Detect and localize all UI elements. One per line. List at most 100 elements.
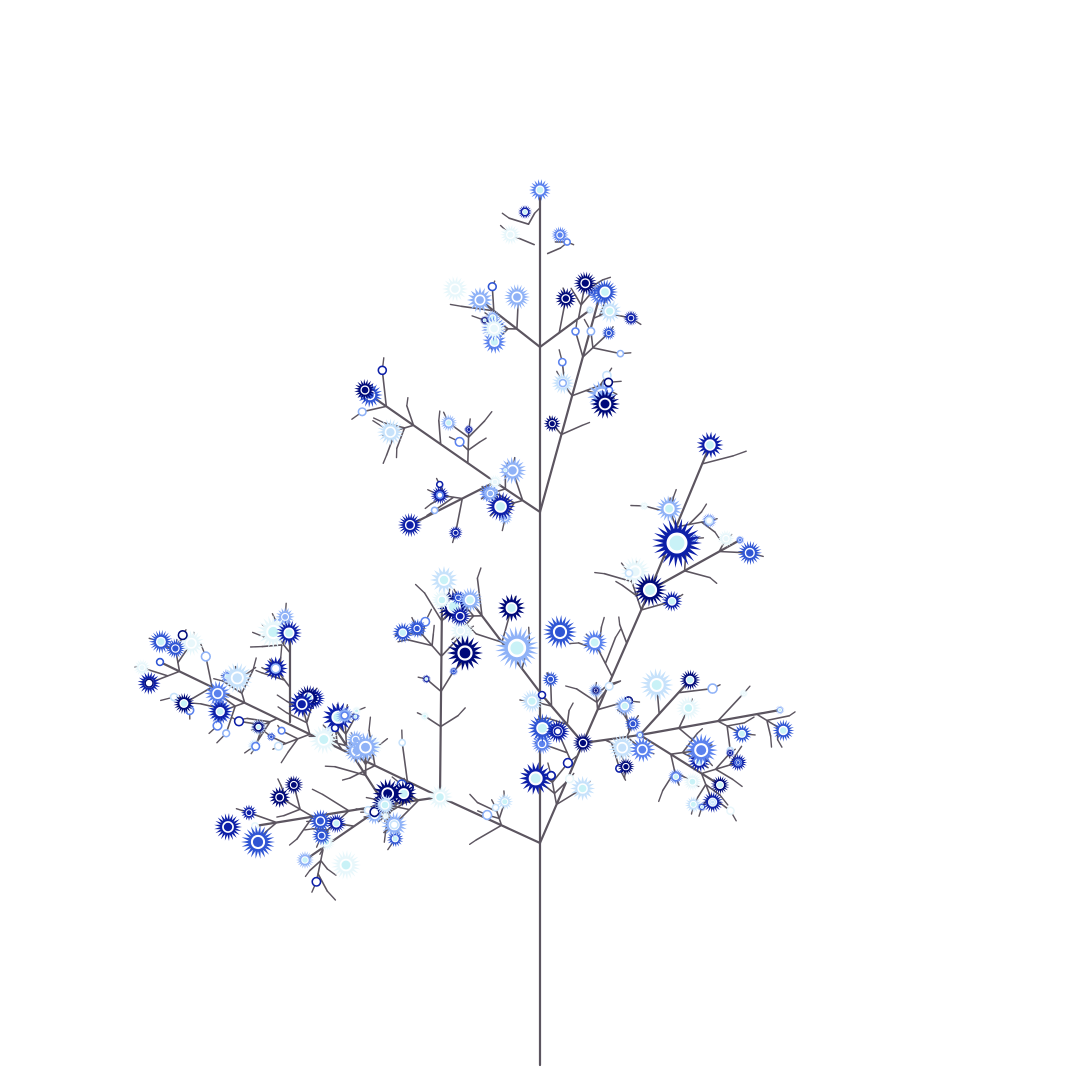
flower xyxy=(148,629,173,654)
twig xyxy=(311,788,324,796)
twig xyxy=(766,719,772,737)
flower xyxy=(144,678,154,688)
branch xyxy=(158,660,442,799)
flower xyxy=(277,726,286,735)
twig xyxy=(277,733,311,748)
flower xyxy=(529,179,551,201)
twig xyxy=(483,411,493,422)
flower xyxy=(431,589,453,611)
twig xyxy=(475,633,503,644)
twig xyxy=(681,732,699,754)
twig xyxy=(701,455,734,465)
flower xyxy=(251,821,260,830)
flower xyxy=(640,668,674,702)
twig xyxy=(687,510,703,526)
branch xyxy=(581,588,652,745)
twig xyxy=(225,705,236,735)
twig xyxy=(696,728,703,734)
flower xyxy=(457,587,483,613)
twig xyxy=(777,739,783,748)
twig xyxy=(743,716,755,724)
twig xyxy=(414,583,426,594)
flower xyxy=(635,730,645,740)
flower xyxy=(430,506,439,515)
twig xyxy=(550,774,558,806)
flower xyxy=(531,733,553,755)
twig xyxy=(533,207,540,215)
flower xyxy=(495,626,539,670)
flower xyxy=(543,415,561,433)
twig xyxy=(439,714,459,728)
flower xyxy=(408,619,426,638)
twig xyxy=(401,741,409,783)
twig xyxy=(726,725,732,752)
twig xyxy=(469,793,479,804)
flower xyxy=(487,474,503,490)
flower xyxy=(537,690,547,700)
flower xyxy=(308,809,333,833)
twig xyxy=(287,737,299,754)
twig xyxy=(277,706,288,714)
flower xyxy=(350,711,361,722)
flower xyxy=(603,377,614,388)
flower xyxy=(572,732,594,754)
flower xyxy=(527,713,558,744)
flower xyxy=(421,674,431,684)
twig xyxy=(574,293,582,306)
flower xyxy=(449,666,459,676)
flower xyxy=(717,530,735,548)
flower xyxy=(450,620,472,642)
twig xyxy=(282,808,301,817)
flower xyxy=(373,794,397,816)
twig xyxy=(285,711,308,724)
flower xyxy=(296,851,314,869)
twig xyxy=(527,212,536,225)
twig xyxy=(424,503,432,510)
twig xyxy=(582,332,610,358)
twig xyxy=(432,624,435,635)
twig xyxy=(672,488,677,498)
flower xyxy=(427,784,453,810)
flower xyxy=(390,780,417,807)
twig xyxy=(476,567,482,579)
twig xyxy=(304,828,314,831)
flower xyxy=(251,719,266,735)
flower xyxy=(661,590,683,612)
flower xyxy=(614,695,636,717)
twig xyxy=(731,778,743,788)
branch xyxy=(438,795,542,845)
branch xyxy=(538,741,585,845)
flower xyxy=(586,326,596,336)
twig xyxy=(280,751,289,764)
flower xyxy=(543,615,577,649)
twig xyxy=(501,212,510,219)
flower xyxy=(354,379,376,401)
flower xyxy=(173,692,195,715)
twig xyxy=(276,815,285,818)
twig xyxy=(714,768,734,781)
twig xyxy=(326,890,337,901)
twig xyxy=(602,276,612,281)
flower xyxy=(725,748,735,758)
twig xyxy=(478,437,487,443)
flower xyxy=(496,793,514,811)
flower xyxy=(481,316,507,342)
flower xyxy=(668,768,684,785)
twig xyxy=(704,783,721,797)
twig xyxy=(574,330,584,358)
twig xyxy=(276,694,288,702)
twig xyxy=(714,531,721,540)
twig xyxy=(213,678,224,682)
twig xyxy=(735,745,743,756)
flower xyxy=(398,738,407,747)
twig xyxy=(726,722,746,727)
twig xyxy=(324,765,336,768)
twig xyxy=(716,692,745,722)
flower xyxy=(562,757,574,769)
twig xyxy=(700,521,716,533)
twig xyxy=(395,427,406,450)
twig xyxy=(406,397,409,407)
flower xyxy=(351,706,362,716)
flower xyxy=(519,762,553,795)
